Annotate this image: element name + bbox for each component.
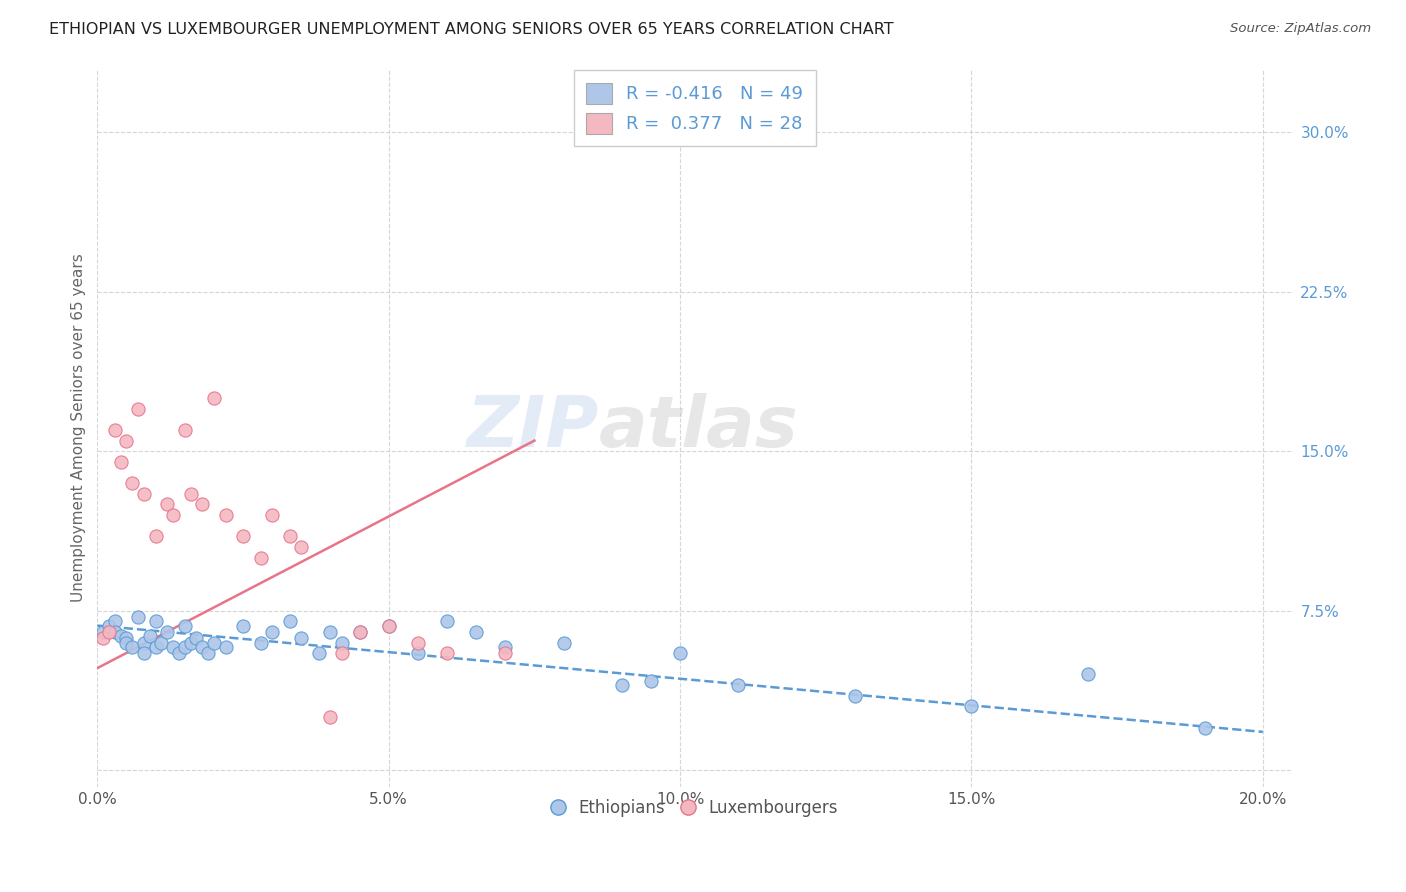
Point — [232, 529, 254, 543]
Point — [844, 689, 866, 703]
Point — [278, 529, 301, 543]
Point — [91, 632, 114, 646]
Point — [98, 618, 121, 632]
Point — [173, 640, 195, 654]
Point — [191, 640, 214, 654]
Point — [1077, 667, 1099, 681]
Point — [191, 497, 214, 511]
Point — [132, 635, 155, 649]
Point — [727, 678, 749, 692]
Point — [232, 618, 254, 632]
Point — [669, 646, 692, 660]
Point — [98, 624, 121, 639]
Point — [91, 624, 114, 639]
Legend: Ethiopians, Luxembourgers: Ethiopians, Luxembourgers — [543, 791, 846, 826]
Point — [132, 487, 155, 501]
Point — [156, 624, 179, 639]
Point — [202, 635, 225, 649]
Point — [186, 632, 208, 646]
Point — [156, 497, 179, 511]
Point — [330, 635, 353, 649]
Point — [290, 540, 312, 554]
Point — [406, 646, 429, 660]
Point — [349, 624, 371, 639]
Point — [115, 632, 138, 646]
Point — [110, 455, 132, 469]
Point — [139, 629, 162, 643]
Point — [319, 710, 342, 724]
Point — [145, 640, 167, 654]
Point — [465, 624, 488, 639]
Point — [319, 624, 342, 639]
Point — [494, 640, 516, 654]
Point — [180, 635, 202, 649]
Point — [180, 487, 202, 501]
Point — [145, 615, 167, 629]
Text: atlas: atlas — [599, 393, 799, 462]
Point — [290, 632, 312, 646]
Point — [262, 624, 284, 639]
Point — [553, 635, 575, 649]
Point — [132, 646, 155, 660]
Point — [330, 646, 353, 660]
Point — [1194, 721, 1216, 735]
Point — [121, 640, 143, 654]
Text: ZIP: ZIP — [467, 393, 599, 462]
Point — [436, 646, 458, 660]
Point — [167, 646, 190, 660]
Point — [249, 635, 271, 649]
Point — [640, 673, 662, 688]
Point — [610, 678, 633, 692]
Point — [214, 508, 236, 522]
Point — [406, 635, 429, 649]
Point — [162, 640, 184, 654]
Point — [127, 610, 149, 624]
Point — [173, 618, 195, 632]
Point — [202, 391, 225, 405]
Point — [960, 699, 983, 714]
Y-axis label: Unemployment Among Seniors over 65 years: Unemployment Among Seniors over 65 years — [72, 253, 86, 602]
Point — [377, 618, 399, 632]
Text: ETHIOPIAN VS LUXEMBOURGER UNEMPLOYMENT AMONG SENIORS OVER 65 YEARS CORRELATION C: ETHIOPIAN VS LUXEMBOURGER UNEMPLOYMENT A… — [49, 22, 894, 37]
Point — [249, 550, 271, 565]
Text: Source: ZipAtlas.com: Source: ZipAtlas.com — [1230, 22, 1371, 36]
Point — [104, 624, 127, 639]
Point — [104, 423, 127, 437]
Point — [121, 476, 143, 491]
Point — [214, 640, 236, 654]
Point — [127, 401, 149, 416]
Point — [150, 635, 173, 649]
Point — [173, 423, 195, 437]
Point — [115, 434, 138, 448]
Point — [349, 624, 371, 639]
Point — [278, 615, 301, 629]
Point — [436, 615, 458, 629]
Point — [115, 635, 138, 649]
Point — [197, 646, 219, 660]
Point — [162, 508, 184, 522]
Point — [308, 646, 330, 660]
Point — [377, 618, 399, 632]
Point — [262, 508, 284, 522]
Point — [145, 529, 167, 543]
Point — [494, 646, 516, 660]
Point — [104, 615, 127, 629]
Point — [110, 629, 132, 643]
